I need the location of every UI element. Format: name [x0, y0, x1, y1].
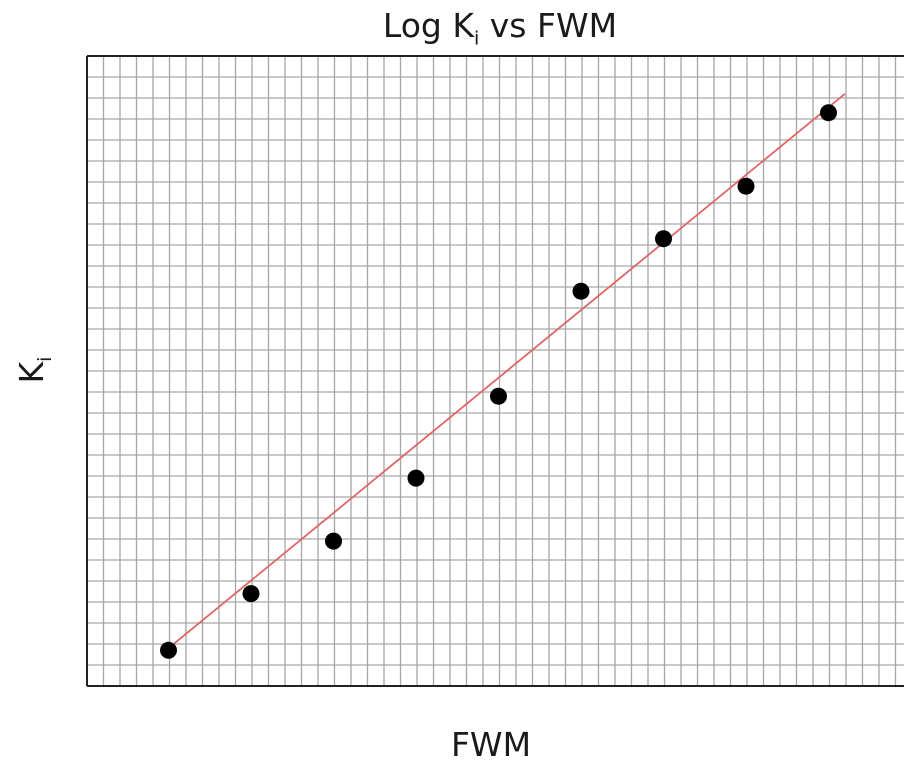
chart-title-suffix: vs FWM: [479, 6, 618, 45]
data-point: [655, 230, 672, 248]
data-point: [490, 387, 507, 405]
data-point: [572, 282, 590, 300]
plot-frame: [86, 55, 904, 687]
data-point: [407, 469, 425, 487]
trendline: [167, 93, 846, 649]
data-point: [820, 104, 837, 122]
chart-title-prefix: Log K: [382, 6, 474, 45]
data-points: [160, 104, 837, 659]
chart-title: Log Ki vs FWM: [0, 6, 904, 50]
data-point: [160, 641, 177, 659]
x-axis-label: FWM: [450, 725, 532, 764]
data-point: [737, 177, 755, 195]
grid: [87, 56, 904, 686]
trendline-group: [167, 93, 846, 649]
data-point: [325, 532, 342, 550]
data-point: [242, 585, 260, 603]
chart-title-subscript: i: [474, 27, 480, 50]
